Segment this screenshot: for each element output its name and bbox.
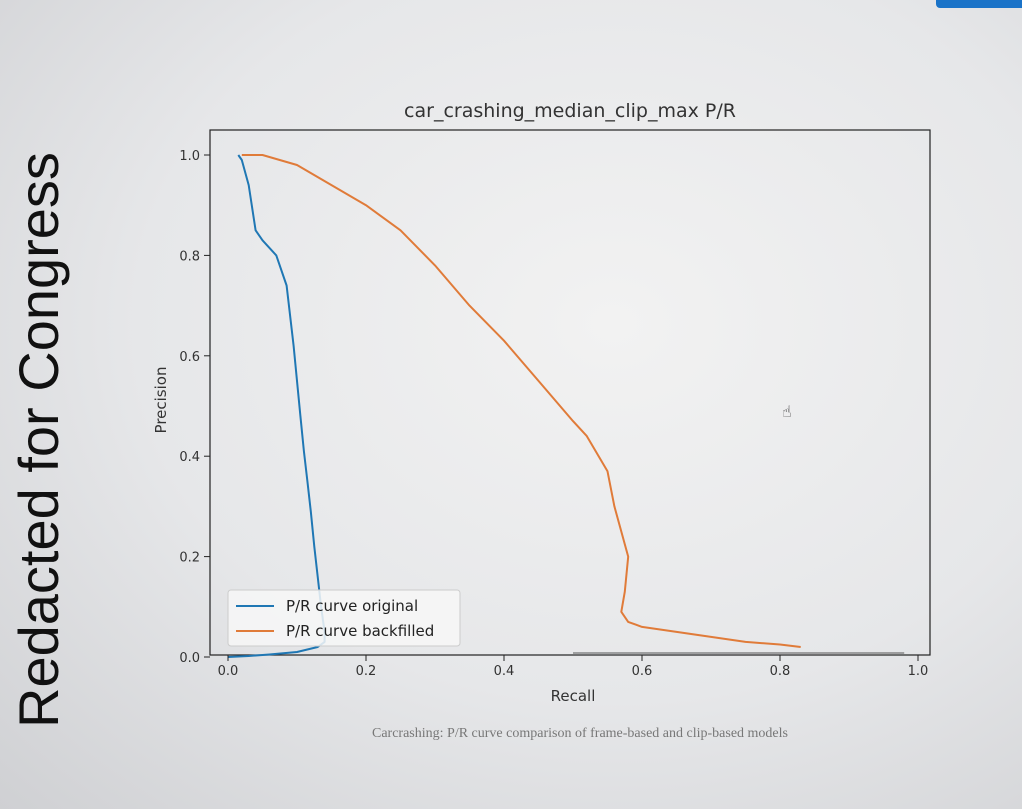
legend: P/R curve original P/R curve backfilled (227, 589, 461, 647)
y-tick-label: 0.6 (179, 350, 200, 365)
x-tick-label: 0.0 (218, 664, 239, 679)
x-tick-label: 0.8 (770, 664, 791, 679)
chart-title: car_crashing_median_clip_max P/R (404, 100, 736, 122)
redaction-overlay-text: Redacted for Congress (6, 152, 70, 728)
top-right-button[interactable] (936, 0, 1022, 8)
legend-label-original: P/R curve original (286, 597, 418, 615)
x-tick-label: 1.0 (908, 664, 929, 679)
y-tick-label: 0.2 (179, 551, 200, 566)
legend-label-backfilled: P/R curve backfilled (286, 622, 434, 640)
y-axis-label: Precision (152, 367, 170, 434)
x-tick-label: 0.4 (494, 664, 515, 679)
series-line-original (227, 154, 326, 658)
y-tick-label: 0.0 (179, 651, 200, 666)
y-tick-label: 1.0 (179, 149, 200, 164)
x-tick-label: 0.6 (632, 664, 653, 679)
figure-caption: Carcrashing: P/R curve comparison of fra… (372, 726, 788, 741)
x-axis-label: Recall (551, 687, 596, 705)
legend-box (227, 589, 461, 647)
y-tick-label: 0.8 (179, 249, 200, 264)
plot-frame (209, 129, 931, 656)
axis-layer: 0.0 0.2 0.4 0.6 0.8 1.0 0.0 0.2 0.4 0.6 0.8 1.0 (179, 149, 928, 679)
x-tick-label: 0.2 (356, 664, 377, 679)
y-tick-label: 0.4 (179, 450, 200, 465)
series-line-backfilled (241, 154, 801, 648)
series-layer (227, 154, 905, 658)
hand-pointer-icon: ☝ (782, 402, 792, 421)
